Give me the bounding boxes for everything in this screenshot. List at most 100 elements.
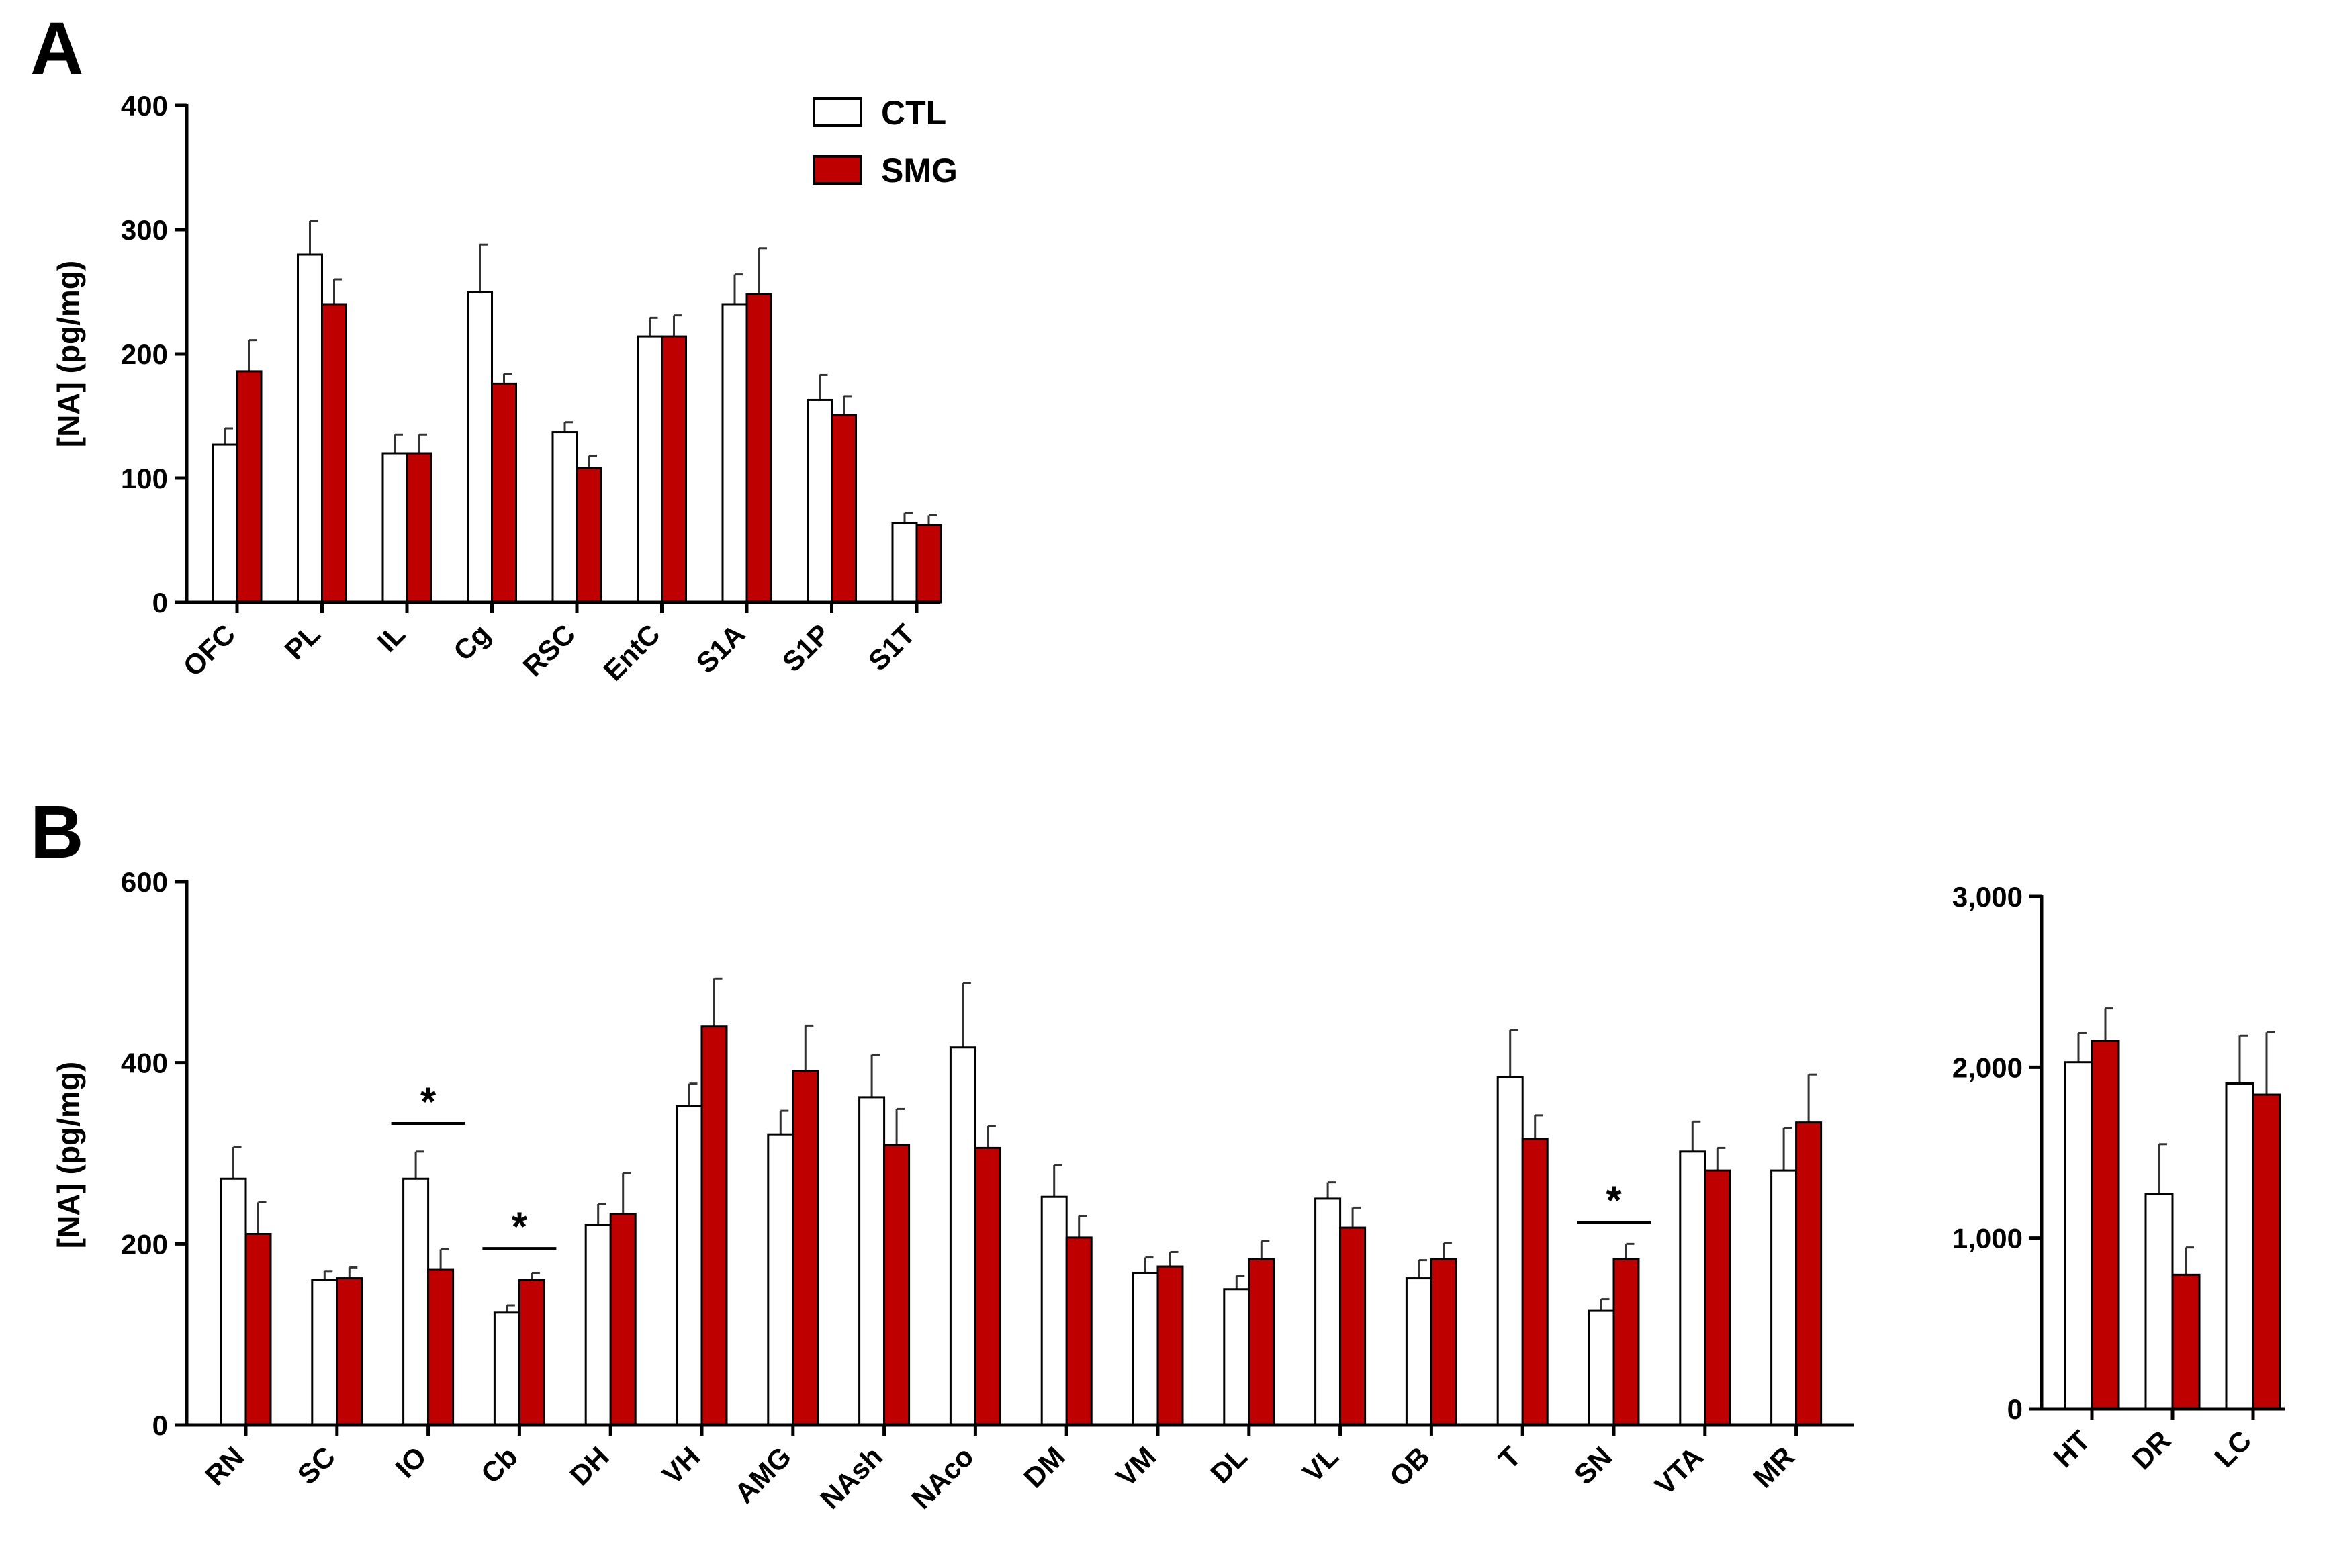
x-tick-label: IL bbox=[371, 618, 412, 658]
bar-ctl bbox=[637, 335, 663, 604]
x-tick-label: DH bbox=[563, 1440, 614, 1491]
bar-smg bbox=[792, 1070, 819, 1426]
bar-smg bbox=[883, 1144, 911, 1426]
bar-smg bbox=[974, 1146, 1001, 1426]
panel-label: A bbox=[30, 7, 83, 90]
bar-smg bbox=[700, 1025, 728, 1426]
bar-smg bbox=[1156, 1265, 1184, 1426]
bar-smg bbox=[321, 303, 347, 604]
bar-ctl bbox=[1040, 1195, 1068, 1426]
bar-ctl bbox=[1132, 1271, 1159, 1426]
y-tick-label: 3,000 bbox=[1952, 881, 2023, 913]
x-tick-label: SN bbox=[1568, 1440, 1618, 1491]
y-tick-label: 100 bbox=[121, 463, 168, 494]
bar-ctl bbox=[2064, 1061, 2093, 1410]
bar-smg bbox=[915, 524, 942, 604]
bar-ctl bbox=[1679, 1150, 1706, 1426]
y-tick-label: 200 bbox=[121, 338, 168, 370]
x-tick-label: VH bbox=[656, 1440, 706, 1491]
x-tick-label: S1P bbox=[776, 618, 835, 678]
y-axis-title: [NA] (pg/mg) bbox=[51, 1062, 86, 1248]
bar-ctl bbox=[551, 431, 578, 604]
panel-b-main-chart: B [NA] (pg/mg) RN SC IO Cb DH VH AMG NAsh NAco DM VM… bbox=[30, 791, 1854, 1515]
y-tick-label: 400 bbox=[121, 1048, 168, 1079]
bar-smg bbox=[1521, 1138, 1549, 1426]
bar-smg bbox=[2171, 1273, 2201, 1410]
y-tick-label: 400 bbox=[121, 90, 168, 122]
bar-ctl bbox=[1314, 1197, 1342, 1426]
bar-smg bbox=[1248, 1258, 1275, 1426]
x-tick-label: S1A bbox=[690, 618, 751, 679]
bar-ctl bbox=[1496, 1076, 1524, 1426]
y-tick-label: 0 bbox=[152, 1410, 168, 1441]
legend: CTL SMG bbox=[813, 94, 958, 189]
significance-marker: * bbox=[420, 1079, 437, 1124]
bar-ctl bbox=[220, 1177, 247, 1426]
significance-marker: * bbox=[1606, 1178, 1622, 1223]
x-tick-label: AMG bbox=[729, 1440, 798, 1510]
x-tick-label: DL bbox=[1204, 1440, 1253, 1489]
x-tick-label: IO bbox=[389, 1440, 432, 1484]
x-tick-label: DR bbox=[2125, 1424, 2177, 1475]
y-tick-label: 0 bbox=[152, 587, 168, 618]
bar-smg bbox=[745, 293, 772, 604]
x-tick-label: Cg bbox=[447, 618, 496, 667]
bar-ctl bbox=[721, 303, 748, 604]
bar-smg bbox=[1795, 1121, 1823, 1426]
bar-ctl bbox=[1223, 1288, 1250, 1426]
legend-ctl-swatch bbox=[813, 97, 862, 127]
x-tick-label: T bbox=[1492, 1440, 1527, 1475]
x-tick-label: RN bbox=[199, 1440, 250, 1491]
bar-smg bbox=[1430, 1258, 1457, 1426]
x-tick-label: MR bbox=[1747, 1440, 1800, 1493]
y-tick-label: 0 bbox=[2007, 1393, 2023, 1425]
x-tick-label: NAsh bbox=[814, 1440, 888, 1515]
bar-smg bbox=[661, 335, 687, 604]
y-axis-title: [NA] (pg/mg) bbox=[51, 261, 86, 447]
bar-ctl bbox=[767, 1133, 794, 1426]
x-tick-label: HT bbox=[2048, 1424, 2097, 1473]
x-tick-label: NAco bbox=[905, 1440, 980, 1515]
x-tick-label: RSC bbox=[516, 618, 581, 682]
x-tick-label: VL bbox=[1297, 1440, 1344, 1488]
bar-smg bbox=[244, 1233, 272, 1426]
bar-ctl bbox=[467, 291, 493, 604]
bar-smg bbox=[491, 382, 517, 604]
legend-smg-swatch bbox=[813, 155, 862, 185]
y-tick-label: 200 bbox=[121, 1228, 168, 1260]
x-tick-label: OB bbox=[1383, 1440, 1436, 1493]
bar-smg bbox=[576, 467, 602, 604]
bar-smg bbox=[2252, 1093, 2281, 1410]
y-tick-label: 2,000 bbox=[1952, 1052, 2023, 1083]
bar-smg bbox=[1612, 1258, 1640, 1426]
bar-ctl bbox=[2144, 1193, 2174, 1410]
significance-marker: * bbox=[512, 1204, 528, 1249]
bar-smg bbox=[831, 414, 857, 604]
x-tick-label: VTA bbox=[1649, 1440, 1709, 1501]
panel-label: B bbox=[30, 791, 83, 874]
bar-ctl bbox=[858, 1096, 886, 1426]
panel-a-chart: A [NA] (pg/mg) OFC PL IL Cg RSC EntC S1A S1P S1T 0 1… bbox=[30, 7, 942, 687]
bar-smg bbox=[1065, 1236, 1093, 1426]
x-tick-label: Cb bbox=[475, 1440, 524, 1489]
y-tick-label: 300 bbox=[121, 214, 168, 246]
bar-ctl bbox=[493, 1311, 520, 1426]
y-tick-label: 1,000 bbox=[1952, 1223, 2023, 1254]
bar-ctl bbox=[891, 522, 918, 604]
bar-smg bbox=[609, 1213, 637, 1426]
bar-ctl bbox=[381, 452, 408, 604]
bar-ctl bbox=[1588, 1309, 1615, 1426]
x-tick-label: LC bbox=[2209, 1424, 2258, 1473]
bar-smg bbox=[406, 452, 432, 604]
bar-ctl bbox=[949, 1046, 976, 1426]
bar-smg bbox=[1339, 1226, 1367, 1426]
bar-ctl bbox=[807, 398, 833, 604]
y-tick-label: 600 bbox=[121, 866, 168, 898]
legend-ctl-label: CTL bbox=[881, 94, 946, 132]
bar-smg bbox=[2091, 1040, 2120, 1410]
x-tick-label: SC bbox=[291, 1440, 342, 1491]
bar-ctl bbox=[402, 1177, 430, 1426]
x-tick-label: S1T bbox=[862, 618, 921, 677]
bar-ctl bbox=[1770, 1169, 1798, 1426]
